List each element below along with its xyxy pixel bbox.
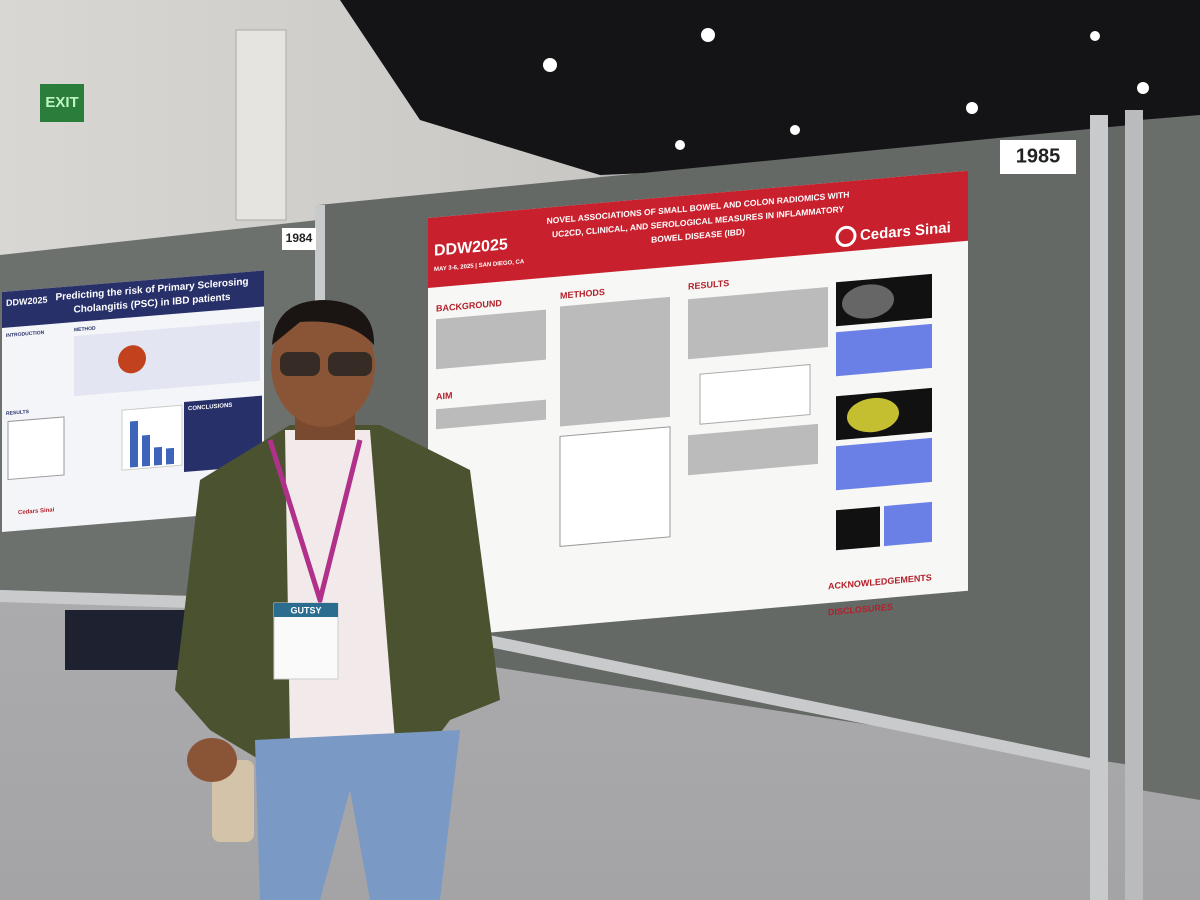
board-number: 1984 bbox=[286, 231, 313, 245]
left-poster: DDW2025 Predicting the risk of Primary S… bbox=[2, 270, 264, 532]
section-heading: METHOD bbox=[74, 326, 96, 334]
board-frame bbox=[1125, 110, 1143, 900]
person: GUTSY bbox=[65, 300, 500, 900]
main-poster: DDW2025 MAY 3-6, 2025 | SAN DIEGO, CA NO… bbox=[428, 170, 968, 638]
badge-text: GUTSY bbox=[290, 605, 321, 615]
board-number-card bbox=[282, 228, 316, 250]
poster-header bbox=[2, 270, 264, 328]
figure bbox=[118, 345, 146, 374]
section-heading: CONCLUSIONS bbox=[188, 403, 232, 413]
section-heading: METHODS bbox=[560, 287, 605, 301]
logo-mark bbox=[835, 225, 857, 247]
board-number-card bbox=[1000, 140, 1076, 174]
exit-sign bbox=[40, 84, 84, 122]
right-board bbox=[1140, 115, 1200, 800]
table bbox=[559, 426, 671, 547]
exit-text: EXIT bbox=[45, 94, 78, 111]
institution: Cedars Sinai bbox=[18, 507, 55, 516]
poster-header bbox=[428, 170, 968, 288]
figure bbox=[7, 416, 65, 481]
figure bbox=[74, 320, 260, 397]
ceiling bbox=[340, 0, 1200, 175]
body-text bbox=[436, 287, 828, 476]
section-heading: RESULTS bbox=[688, 278, 729, 292]
ceiling-lights bbox=[543, 28, 1149, 150]
conclusion-box bbox=[184, 395, 262, 473]
section-heading: INTRODUCTION bbox=[6, 330, 45, 339]
section-heading: RESULTS bbox=[6, 409, 30, 417]
jeans bbox=[255, 730, 460, 900]
head bbox=[271, 303, 375, 427]
ct-images bbox=[836, 273, 932, 551]
board-number: 1985 bbox=[1016, 145, 1061, 167]
figure bbox=[699, 364, 811, 425]
logo: DDW2025 bbox=[6, 295, 47, 308]
cup bbox=[212, 760, 254, 842]
board-frame bbox=[1090, 115, 1108, 900]
section-heading: AIM bbox=[436, 390, 452, 401]
pillar bbox=[235, 29, 287, 221]
